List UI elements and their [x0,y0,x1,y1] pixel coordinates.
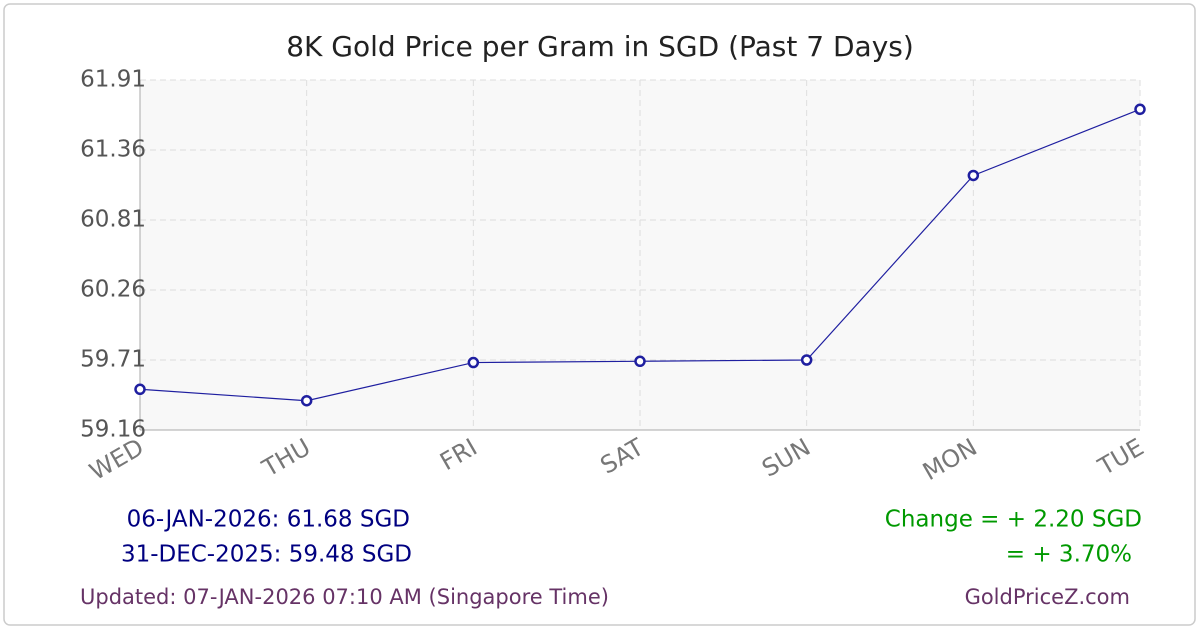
annotation: = + 3.70% [1006,542,1132,568]
y-tick-label: 60.26 [80,277,146,303]
data-point [300,394,313,407]
data-point [1134,103,1146,116]
annotation: 31-DEC-2025: 59.48 SGD [121,542,412,568]
annotation: GoldPriceZ.com [965,585,1130,609]
data-point [634,355,646,368]
y-tick-label: 61.91 [80,67,146,93]
annotation: Change = + 2.20 SGD [885,507,1142,533]
chart-title: 8K Gold Price per Gram in SGD (Past 7 Da… [286,30,914,63]
y-tick-label: 60.81 [80,207,146,233]
data-point [467,356,480,369]
data-point [800,354,813,366]
y-tick-label: 59.71 [80,347,146,373]
annotation: 06-JAN-2026: 61.68 SGD [127,507,410,533]
y-tick-label: 61.36 [80,137,146,163]
data-point [134,383,146,396]
data-point [967,169,980,182]
y-tick-label: 59.16 [80,417,146,443]
annotation: Updated: 07-JAN-2026 07:10 AM (Singapore… [80,585,609,609]
